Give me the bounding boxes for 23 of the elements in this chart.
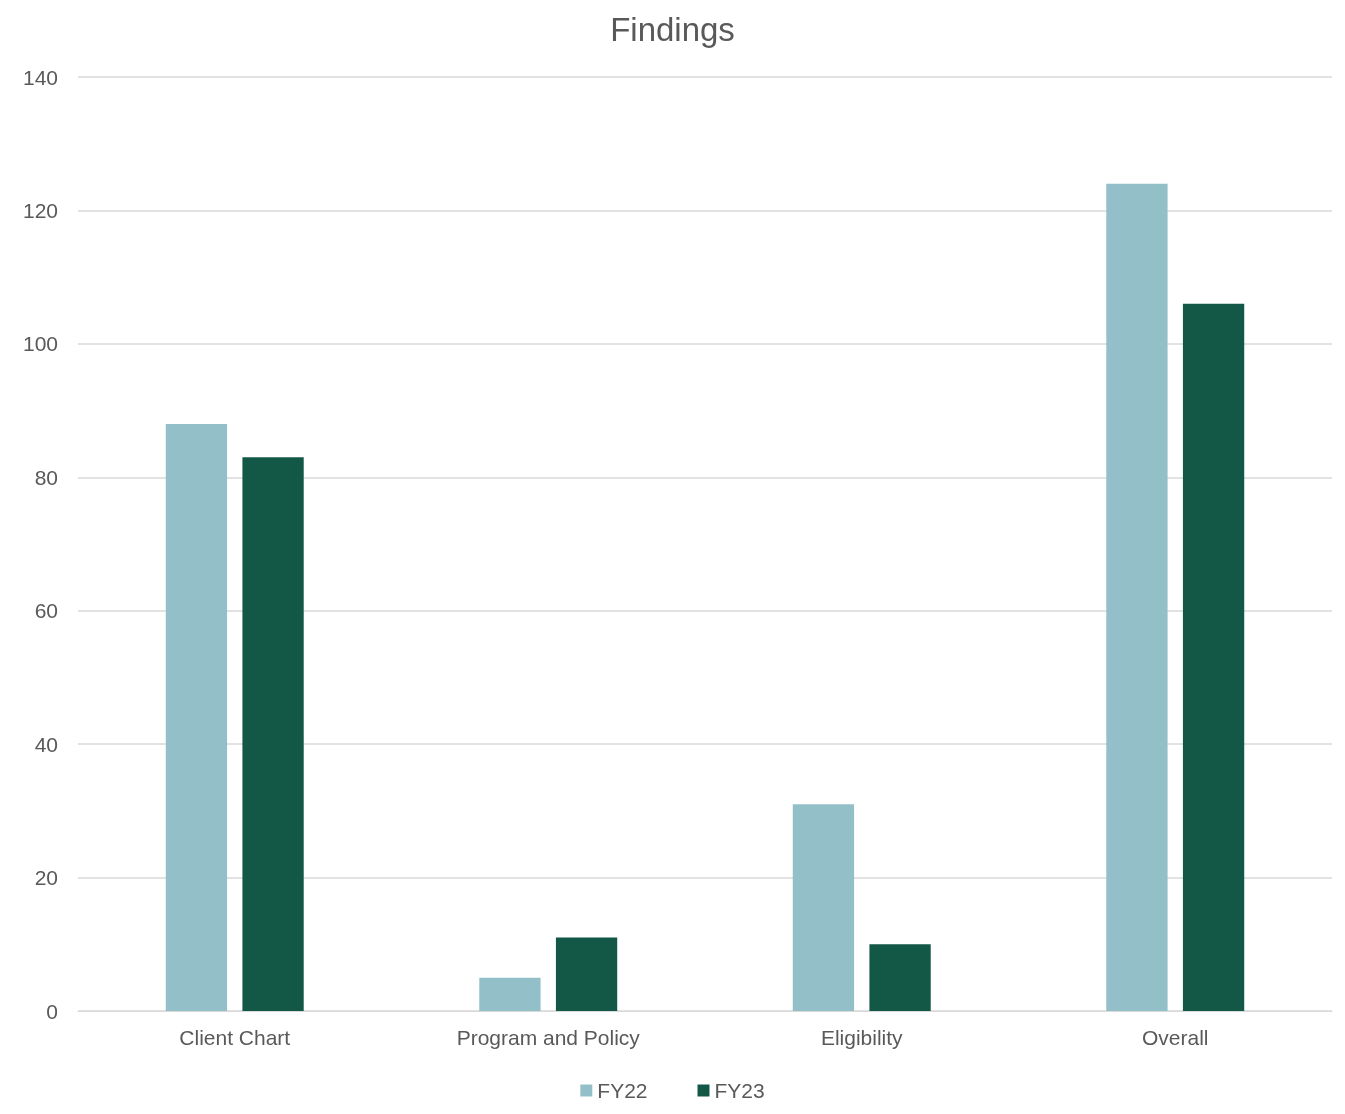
bar	[1106, 183, 1168, 1011]
y-tick-label: 40	[34, 732, 58, 756]
chart-title: Findings	[610, 11, 735, 48]
y-tick-label: 0	[46, 999, 58, 1023]
legend-label: FY22	[597, 1079, 648, 1102]
y-tick-label: 20	[34, 866, 58, 890]
x-tick-label: Overall	[1141, 1026, 1209, 1049]
bar	[555, 937, 618, 1011]
bar	[869, 944, 931, 1011]
y-tick-label: 120	[22, 198, 58, 222]
y-tick-label: 60	[34, 599, 58, 623]
bar	[792, 804, 855, 1011]
bar	[479, 977, 541, 1011]
x-tick-label: Client Chart	[179, 1026, 291, 1049]
bar	[165, 423, 228, 1011]
y-tick-label: 80	[34, 465, 58, 489]
bar	[1182, 303, 1245, 1011]
y-tick-label: 100	[22, 332, 58, 356]
x-tick-label: Program and Policy	[456, 1026, 641, 1049]
x-tick-label: Eligibility	[820, 1026, 904, 1049]
y-tick-label: 140	[22, 65, 58, 89]
bar	[242, 457, 304, 1011]
legend-label: FY23	[714, 1079, 765, 1102]
